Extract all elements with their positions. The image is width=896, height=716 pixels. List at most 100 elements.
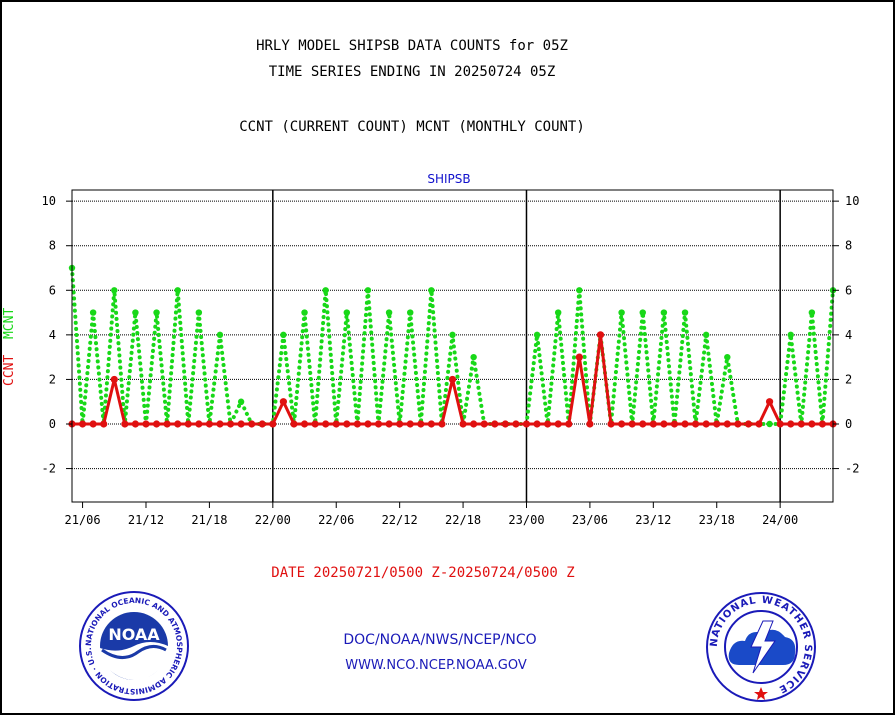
nws-star-icon — [754, 687, 768, 700]
data-point-mcnt — [385, 309, 393, 316]
data-point-ccnt — [374, 420, 383, 428]
data-point-mcnt — [237, 398, 245, 405]
data-point-ccnt — [142, 420, 150, 428]
data-point-ccnt — [131, 420, 140, 428]
x-tick-label: 22/06 — [318, 513, 354, 527]
footer-website: WWW.NCO.NCEP.NOAA.GOV — [345, 658, 527, 673]
data-point-ccnt — [300, 420, 309, 428]
y-tick-label-left: 4 — [49, 328, 56, 342]
data-point-ccnt — [269, 420, 277, 428]
data-point-mcnt — [89, 309, 97, 316]
noaa-logo: NATIONAL OCEANIC AND ATMOSPHERIC ADMINIS… — [78, 590, 189, 701]
data-point-ccnt — [787, 420, 795, 428]
data-point-ccnt — [195, 420, 203, 428]
y-tick-label-right: 0 — [845, 417, 852, 431]
series-line-mcnt — [70, 266, 835, 426]
series-layer — [68, 264, 837, 428]
data-point-ccnt — [396, 420, 404, 428]
data-point-mcnt — [132, 309, 139, 316]
data-point-mcnt — [576, 287, 583, 294]
data-point-ccnt — [332, 420, 340, 428]
data-point-ccnt — [565, 420, 573, 428]
data-point-ccnt — [163, 420, 171, 428]
data-point-ccnt — [575, 353, 583, 361]
data-point-ccnt — [470, 420, 478, 428]
data-point-mcnt — [554, 309, 562, 316]
data-point-ccnt — [723, 420, 731, 428]
data-point-mcnt — [343, 309, 351, 316]
nws-logo: NATIONAL WEATHER SERVICE — [706, 592, 816, 702]
axis-layer: -2 -2 0 0 2 2 4 4 6 6 8 8 10 10 21/06 21/12 21/18 22/00 22… — [42, 194, 860, 527]
data-point-ccnt — [649, 420, 657, 428]
y-tick-label-left: 0 — [49, 417, 56, 431]
x-tick-label: 23/12 — [635, 513, 671, 527]
data-point-ccnt — [808, 420, 816, 428]
data-point-ccnt — [174, 420, 182, 428]
data-point-mcnt — [428, 287, 435, 294]
data-point-ccnt — [491, 420, 499, 428]
data-point-mcnt — [322, 287, 329, 294]
data-point-ccnt — [713, 420, 721, 428]
data-point-ccnt — [216, 420, 224, 428]
data-point-ccnt — [417, 420, 425, 428]
data-point-ccnt — [406, 420, 414, 428]
y-axis-label: CCNT MCNT — [2, 266, 18, 386]
data-point-ccnt — [311, 420, 319, 428]
data-point-ccnt — [184, 420, 192, 428]
x-tick-label: 22/12 — [382, 513, 418, 527]
x-tick-label: 21/12 — [128, 513, 164, 527]
x-tick-label: 22/00 — [255, 513, 291, 527]
data-point-mcnt — [470, 353, 477, 361]
data-point-ccnt — [78, 420, 87, 428]
data-point-mcnt — [174, 287, 181, 294]
y-tick-label-right: 8 — [845, 239, 852, 253]
data-point-ccnt — [797, 420, 805, 428]
data-point-ccnt — [385, 420, 393, 428]
data-point-ccnt — [702, 420, 710, 428]
x-tick-label: 24/00 — [762, 513, 798, 527]
data-point-ccnt — [607, 420, 615, 428]
x-tick-label: 22/18 — [445, 513, 481, 527]
data-point-mcnt — [724, 353, 731, 361]
data-point-ccnt — [522, 420, 531, 428]
data-point-ccnt — [100, 420, 108, 428]
x-tick-label: 23/18 — [699, 513, 735, 527]
x-tick-label: 21/18 — [191, 513, 227, 527]
data-point-mcnt — [111, 287, 118, 294]
data-point-ccnt — [290, 420, 298, 428]
y-axis-label-ccnt: CCNT — [2, 354, 17, 386]
x-tick-label: 23/00 — [508, 513, 544, 527]
data-point-ccnt — [660, 420, 668, 428]
data-point-ccnt — [533, 420, 541, 428]
data-point-ccnt — [248, 420, 256, 428]
data-point-ccnt — [670, 420, 679, 428]
data-point-ccnt — [586, 420, 594, 428]
y-tick-label-right: 4 — [845, 328, 852, 342]
chart-title: HRLY MODEL SHIPSB DATA COUNTS for 05Z — [256, 38, 568, 54]
data-point-ccnt — [554, 420, 562, 428]
data-point-ccnt — [438, 420, 446, 428]
data-point-ccnt — [258, 420, 266, 428]
data-point-mcnt — [639, 309, 646, 316]
data-point-ccnt — [618, 420, 626, 428]
y-tick-label-left: 2 — [49, 372, 56, 386]
data-point-ccnt — [322, 420, 330, 428]
data-point-ccnt — [152, 420, 161, 428]
data-point-ccnt — [89, 420, 97, 428]
data-point-mcnt — [533, 331, 541, 339]
footer-agency-path: DOC/NOAA/NWS/NCEP/NCO — [343, 632, 537, 648]
data-point-ccnt — [459, 420, 467, 428]
data-point-ccnt — [343, 420, 351, 428]
data-point-mcnt — [216, 331, 224, 339]
y-tick-label-right: 10 — [845, 194, 859, 208]
data-point-ccnt — [364, 420, 372, 428]
panel-label: SHIPSB — [427, 172, 471, 186]
data-point-ccnt — [501, 420, 509, 428]
data-point-ccnt — [110, 375, 118, 384]
data-point-ccnt — [628, 420, 636, 428]
data-point-mcnt — [766, 420, 773, 428]
data-point-ccnt — [755, 420, 763, 428]
data-point-ccnt — [776, 420, 784, 428]
